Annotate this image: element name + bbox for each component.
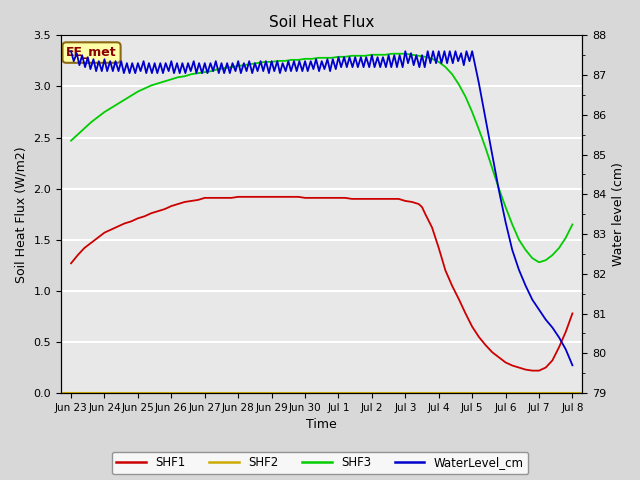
Text: EE_met: EE_met [67,46,117,59]
Y-axis label: Soil Heat Flux (W/m2): Soil Heat Flux (W/m2) [15,146,28,283]
X-axis label: Time: Time [307,419,337,432]
Title: Soil Heat Flux: Soil Heat Flux [269,15,374,30]
Y-axis label: Water level (cm): Water level (cm) [612,162,625,266]
Legend: SHF1, SHF2, SHF3, WaterLevel_cm: SHF1, SHF2, SHF3, WaterLevel_cm [111,452,529,474]
